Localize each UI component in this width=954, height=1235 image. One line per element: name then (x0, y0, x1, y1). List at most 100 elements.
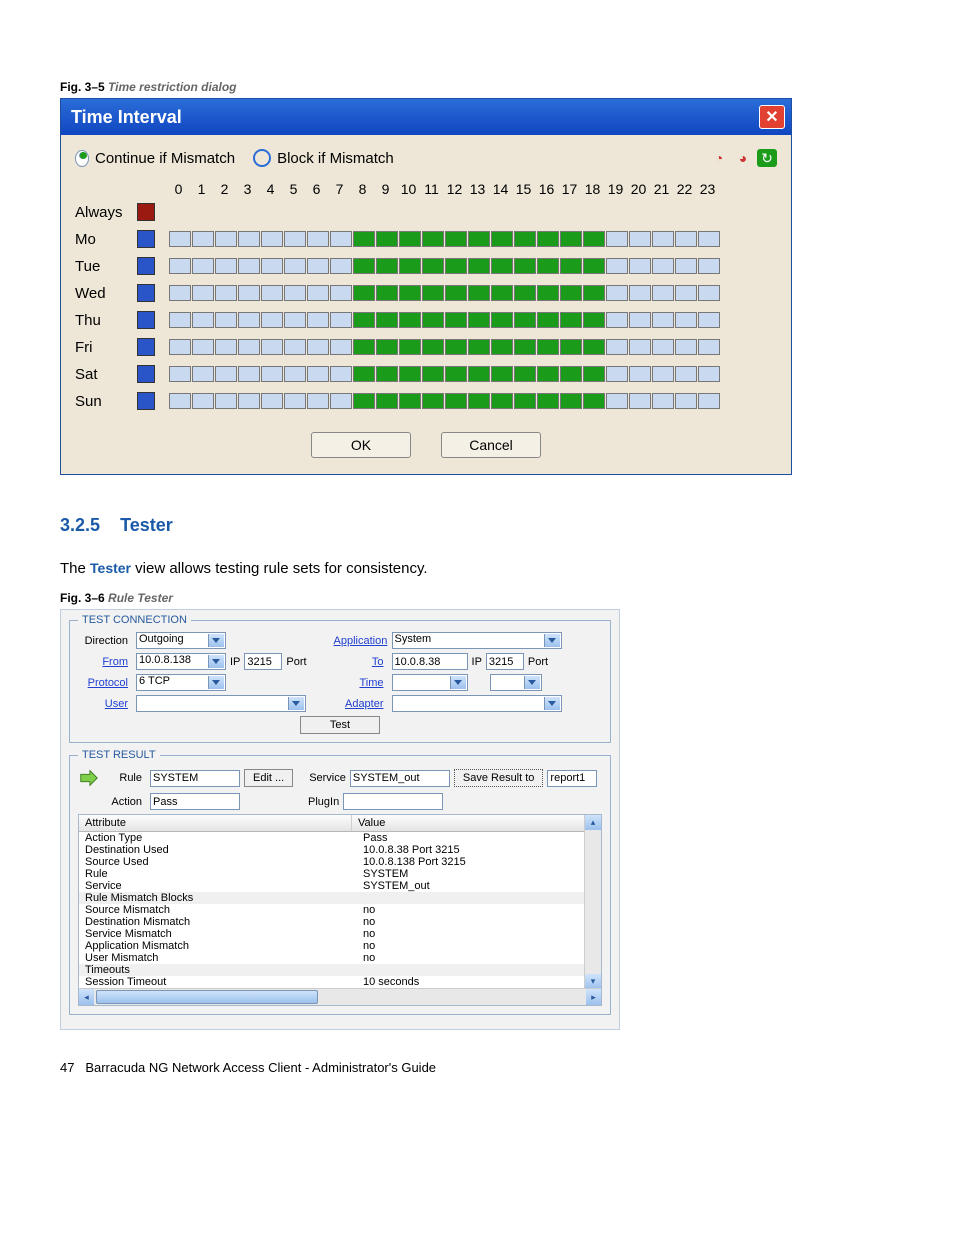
hour-cell[interactable] (629, 366, 651, 382)
hour-cell[interactable] (606, 285, 628, 301)
hour-cell[interactable] (261, 231, 283, 247)
hour-cell[interactable] (238, 285, 260, 301)
hour-cell[interactable] (468, 285, 490, 301)
hour-cell[interactable] (560, 258, 582, 274)
grid-row[interactable]: Destination Mismatchno (79, 916, 601, 928)
hour-cell[interactable] (537, 339, 559, 355)
hour-cell[interactable] (514, 339, 536, 355)
hour-cell[interactable] (675, 258, 697, 274)
label-protocol[interactable]: Protocol (78, 677, 128, 689)
hour-cell[interactable] (491, 339, 513, 355)
hour-cell[interactable] (583, 285, 605, 301)
hour-cell[interactable] (468, 339, 490, 355)
grid-row[interactable]: Timeouts (79, 964, 601, 976)
hour-cell[interactable] (422, 312, 444, 328)
hour-cell[interactable] (445, 312, 467, 328)
adapter-select[interactable] (392, 695, 562, 712)
hour-cell[interactable] (514, 366, 536, 382)
hour-cell[interactable] (284, 312, 306, 328)
hour-cell[interactable] (376, 312, 398, 328)
day-toggle[interactable] (137, 311, 155, 329)
hour-cell[interactable] (606, 231, 628, 247)
grid-row[interactable]: Application Mismatchno (79, 940, 601, 952)
hour-cell[interactable] (353, 312, 375, 328)
action-input[interactable] (150, 793, 240, 810)
hour-cell[interactable] (606, 312, 628, 328)
hour-cell[interactable] (422, 366, 444, 382)
day-toggle[interactable] (137, 365, 155, 383)
close-icon[interactable]: ✕ (759, 105, 785, 129)
hour-cell[interactable] (330, 312, 352, 328)
hour-cell[interactable] (560, 285, 582, 301)
hour-cell[interactable] (698, 312, 720, 328)
hour-cell[interactable] (606, 393, 628, 409)
hour-cell[interactable] (284, 258, 306, 274)
day-toggle[interactable] (137, 230, 155, 248)
hour-cell[interactable] (169, 231, 191, 247)
rule-input[interactable] (150, 770, 240, 787)
scroll-right-icon[interactable]: ▸ (586, 989, 601, 1005)
hour-cell[interactable] (629, 231, 651, 247)
hour-cell[interactable] (330, 285, 352, 301)
hour-cell[interactable] (514, 393, 536, 409)
hour-cell[interactable] (560, 312, 582, 328)
hour-cell[interactable] (399, 258, 421, 274)
hour-cell[interactable] (606, 339, 628, 355)
application-select[interactable]: System (392, 632, 562, 649)
grid-row[interactable]: Service Mismatchno (79, 928, 601, 940)
hour-cell[interactable] (514, 312, 536, 328)
hour-cell[interactable] (261, 339, 283, 355)
hour-cell[interactable] (537, 285, 559, 301)
dialog-titlebar[interactable]: Time Interval ✕ (61, 99, 791, 135)
hour-cell[interactable] (629, 393, 651, 409)
hour-cell[interactable] (330, 258, 352, 274)
hour-cell[interactable] (376, 258, 398, 274)
hour-cell[interactable] (537, 393, 559, 409)
hour-cell[interactable] (468, 231, 490, 247)
hour-cell[interactable] (238, 366, 260, 382)
hour-cell[interactable] (215, 258, 237, 274)
hour-cell[interactable] (491, 312, 513, 328)
hour-cell[interactable] (284, 366, 306, 382)
hour-cell[interactable] (675, 285, 697, 301)
hour-cell[interactable] (560, 366, 582, 382)
ok-button[interactable]: OK (311, 432, 411, 458)
hour-cell[interactable] (629, 312, 651, 328)
hour-cell[interactable] (698, 285, 720, 301)
grid-row[interactable]: Rule Mismatch Blocks (79, 892, 601, 904)
day-toggle[interactable] (137, 392, 155, 410)
label-to[interactable]: To (334, 656, 384, 668)
hour-cell[interactable] (261, 285, 283, 301)
hour-cell[interactable] (445, 285, 467, 301)
hour-cell[interactable] (583, 231, 605, 247)
grid-row[interactable]: Session Timeout10 seconds (79, 976, 601, 988)
hour-cell[interactable] (238, 339, 260, 355)
day-toggle[interactable] (137, 203, 155, 221)
hour-cell[interactable] (376, 339, 398, 355)
hour-cell[interactable] (330, 339, 352, 355)
col-attribute[interactable]: Attribute (79, 815, 352, 831)
grid-row[interactable]: Source Used10.0.8.138 Port 3215 (79, 856, 601, 868)
day-toggle[interactable] (137, 284, 155, 302)
hour-cell[interactable] (698, 339, 720, 355)
hour-cell[interactable] (652, 366, 674, 382)
refresh-icon[interactable]: ↻ (757, 149, 777, 167)
report-input[interactable] (547, 770, 597, 787)
hour-cell[interactable] (698, 258, 720, 274)
hour-cell[interactable] (583, 393, 605, 409)
hour-cell[interactable] (261, 366, 283, 382)
time-select[interactable] (392, 674, 468, 691)
hour-cell[interactable] (192, 258, 214, 274)
hour-cell[interactable] (399, 366, 421, 382)
hour-cell[interactable] (284, 231, 306, 247)
hour-cell[interactable] (376, 393, 398, 409)
hour-cell[interactable] (652, 312, 674, 328)
hour-cell[interactable] (376, 366, 398, 382)
cancel-button[interactable]: Cancel (441, 432, 541, 458)
hour-cell[interactable] (284, 393, 306, 409)
label-application[interactable]: Application (334, 635, 384, 647)
label-user[interactable]: User (78, 698, 128, 710)
hour-cell[interactable] (629, 258, 651, 274)
hour-cell[interactable] (284, 285, 306, 301)
hour-cell[interactable] (652, 231, 674, 247)
